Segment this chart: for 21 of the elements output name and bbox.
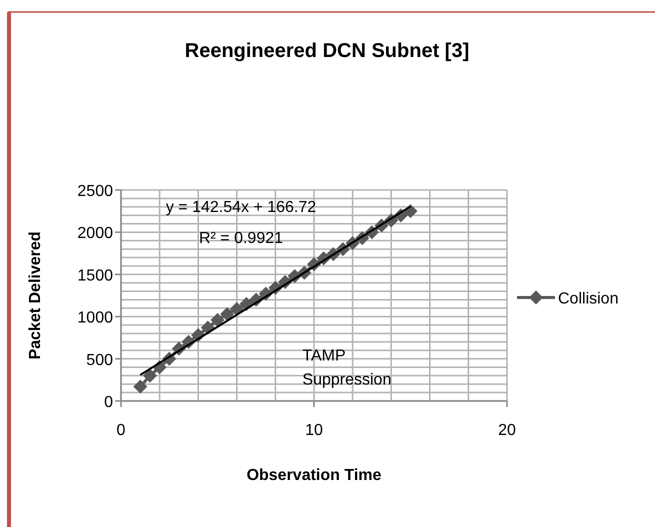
y-tick-label: 2500 [77, 183, 114, 200]
x-tick-label: 10 [305, 422, 323, 439]
y-tick-label: 2000 [77, 225, 114, 242]
point [220, 307, 234, 322]
annotation: y = 142.54x + 166.72 [166, 199, 316, 216]
legend-label: Collision [558, 290, 618, 308]
y-tick-label: 1500 [77, 267, 114, 284]
point [133, 380, 148, 394]
annotation: TAMP Suppression [302, 347, 392, 388]
y-tick-label: 0 [104, 394, 114, 411]
x-axis-title: Observation Time [246, 467, 382, 484]
x-tick-label: 0 [116, 422, 126, 439]
chart-title: Reengineered DCN Subnet [3] [184, 40, 470, 62]
y-axis-title: Packet Delivered [27, 231, 44, 360]
y-tick-label: 500 [86, 352, 114, 369]
x-tick-label: 20 [498, 422, 516, 439]
y-tick-label: 1000 [77, 310, 114, 327]
point [230, 302, 244, 316]
point [210, 312, 224, 327]
point [142, 368, 157, 383]
annotation: R² = 0.9921 [198, 230, 284, 247]
